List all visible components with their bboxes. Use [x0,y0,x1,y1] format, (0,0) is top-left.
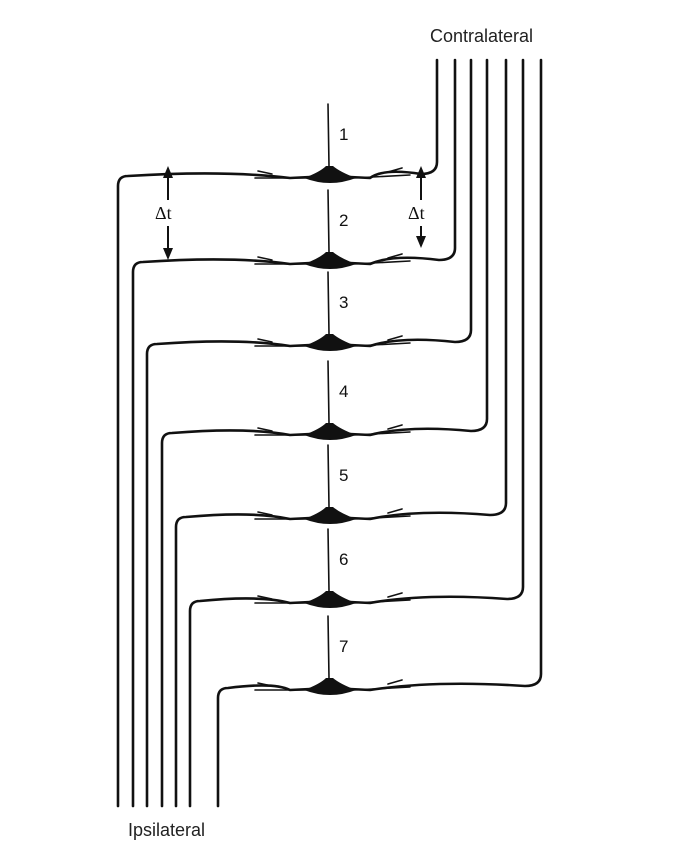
right-dendrite [353,335,411,347]
neuron: 7 [254,615,411,695]
ipsilateral-fiber [131,258,332,808]
left-dendrite [254,338,307,347]
delta-t-left-label: Δt [155,203,172,223]
neuron-number: 7 [339,637,348,656]
left-dendrite [254,256,307,265]
neuron: 6 [254,528,411,608]
neuron-number: 5 [339,466,348,485]
apical-dendrite [327,103,330,167]
apical-dendrite [327,528,330,592]
delta-t-right-label: Δt [408,203,425,223]
apical-dendrite [327,271,330,335]
neuron-soma [304,252,356,269]
contralateral-fiber [328,58,439,180]
right-dendrite [353,592,411,604]
contralateral-fiber [328,58,473,348]
neuron: 5 [254,444,411,524]
neurons: 1 2 3 4 5 6 7 [254,103,411,695]
contralateral-fiber [328,58,508,521]
neuron-soma [304,334,356,351]
ipsilateral-fiber [174,513,332,808]
ipsilateral-fiber [188,597,332,808]
left-dendrite [254,427,307,436]
left-dendrite [254,170,307,179]
apical-dendrite [327,615,330,679]
apical-dendrite [327,189,330,253]
delta-t-left-marker: Δt [155,166,173,260]
right-dendrite [353,167,411,179]
right-dendrite [353,424,411,436]
neuron: 4 [254,360,411,440]
neuron-number: 2 [339,211,348,230]
contralateral-fiber [328,58,543,692]
ipsilateral-fiber [116,172,332,808]
neuron-number: 1 [339,125,348,144]
left-dendrite [254,682,307,691]
neuron-soma [304,507,356,524]
ipsilateral-fiber [145,340,332,808]
neuron-soma [304,166,356,183]
neuron-number: 3 [339,293,348,312]
right-dendrite [353,253,411,265]
axon-fibers [116,58,543,808]
neuron: 1 [254,103,411,183]
neuron-number: 6 [339,550,348,569]
ipsilateral-fiber [160,429,332,808]
neuron: 2 [254,189,411,269]
contralateral-label: Contralateral [430,26,533,46]
right-dendrite [353,508,411,520]
apical-dendrite [327,444,330,508]
apical-dendrite [327,360,330,424]
ipsilateral-fiber [216,684,332,808]
left-dendrite [254,595,307,604]
neuron-soma [304,678,356,695]
delta-t-right-marker: Δt [408,166,426,248]
neuron: 3 [254,271,411,351]
neuron-soma [304,591,356,608]
contralateral-fiber [328,58,457,266]
ipsilateral-label: Ipsilateral [128,820,205,840]
contralateral-fiber [328,58,525,605]
neuron-soma [304,423,356,440]
right-dendrite [353,679,411,691]
left-dendrite [254,511,307,520]
contralateral-fiber [328,58,489,437]
neuron-number: 4 [339,382,348,401]
